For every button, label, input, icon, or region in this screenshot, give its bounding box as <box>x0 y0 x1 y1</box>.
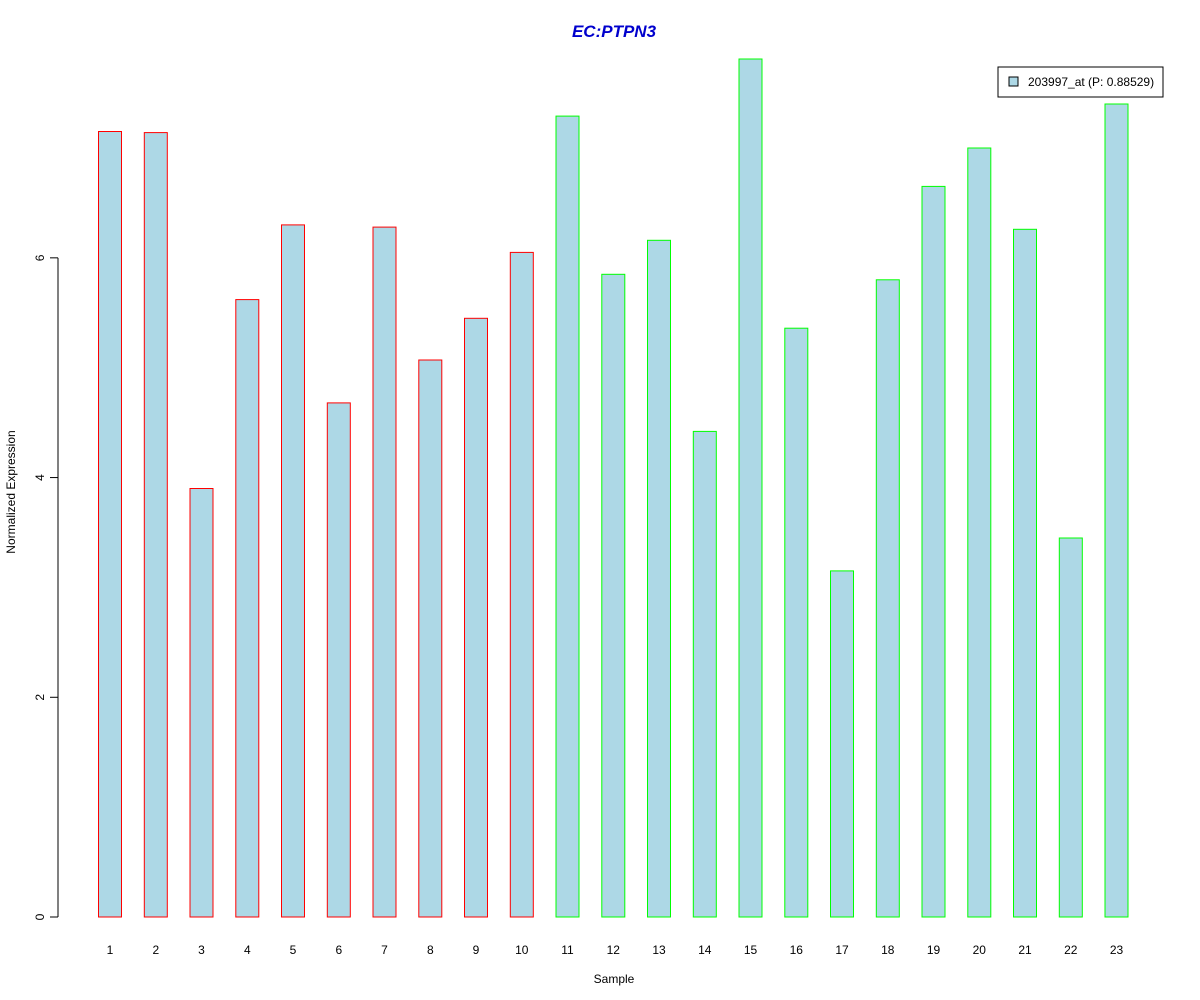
bar-sample-11 <box>555 115 580 918</box>
x-tick-label: 14 <box>698 943 712 957</box>
legend-box <box>997 66 1164 98</box>
x-tick-label: 1 <box>107 943 114 957</box>
bars-group <box>98 58 1129 918</box>
y-axis-title: Normalized Expression <box>4 430 18 553</box>
bar-sample-8 <box>418 359 443 918</box>
x-tick-label: 16 <box>790 943 804 957</box>
bar-sample-19 <box>921 185 946 918</box>
bar-sample-14 <box>692 430 717 918</box>
chart-title: EC:PTPN3 <box>572 22 657 41</box>
x-tick-labels: 1 2 3 4 5 6 7 8 9 10 11 12 13 14 15 16 17 18 19 20 21 22 23 <box>107 943 1124 957</box>
bar-sample-5 <box>281 224 305 918</box>
bar-sample-1 <box>98 131 122 918</box>
legend-swatch <box>1008 76 1019 87</box>
bar-sample-9 <box>464 317 488 918</box>
bar-sample-20 <box>967 147 992 918</box>
y-tick-label: 2 <box>33 694 47 701</box>
x-tick-label: 15 <box>744 943 758 957</box>
legend-label: 203997_at (P: 0.88529) <box>1028 75 1154 89</box>
bar-sample-2 <box>143 132 168 918</box>
x-tick-label: 10 <box>515 943 529 957</box>
bar-sample-10 <box>509 251 534 918</box>
x-tick-label: 7 <box>381 943 388 957</box>
x-tick-label: 22 <box>1064 943 1078 957</box>
x-tick-label: 8 <box>427 943 434 957</box>
bar-sample-3 <box>189 488 214 918</box>
x-tick-label: 17 <box>835 943 849 957</box>
legend: 203997_at (P: 0.88529) <box>997 66 1164 98</box>
x-tick-label: 11 <box>561 943 574 957</box>
bar-sample-13 <box>647 239 671 918</box>
x-tick-label: 5 <box>290 943 297 957</box>
bar-sample-12 <box>601 273 626 918</box>
x-tick-label: 19 <box>927 943 941 957</box>
bar-sample-22 <box>1058 537 1083 918</box>
bar-sample-17 <box>830 570 854 918</box>
x-tick-label: 20 <box>973 943 987 957</box>
bar-sample-18 <box>875 279 900 918</box>
x-tick-label: 13 <box>652 943 666 957</box>
bar-sample-21 <box>1013 228 1037 918</box>
x-tick-label: 4 <box>244 943 251 957</box>
x-tick-label: 2 <box>152 943 159 957</box>
x-tick-label: 21 <box>1018 943 1032 957</box>
bar-sample-23 <box>1104 103 1129 918</box>
bar-sample-7 <box>372 226 397 918</box>
x-tick-label: 3 <box>198 943 205 957</box>
x-tick-label: 12 <box>607 943 621 957</box>
x-axis-title: Sample <box>594 972 635 986</box>
x-tick-label: 23 <box>1110 943 1124 957</box>
bar-sample-15 <box>738 58 763 918</box>
bar-sample-16 <box>784 327 809 918</box>
bar-sample-6 <box>326 402 351 918</box>
bar-sample-4 <box>235 299 260 918</box>
y-axis: 0 2 4 6 <box>33 254 59 920</box>
x-tick-label: 6 <box>335 943 342 957</box>
x-tick-label: 9 <box>473 943 480 957</box>
x-tick-label: 18 <box>881 943 895 957</box>
y-tick-label: 0 <box>33 913 47 920</box>
y-tick-label: 6 <box>33 254 47 261</box>
y-tick-label: 4 <box>33 474 47 481</box>
